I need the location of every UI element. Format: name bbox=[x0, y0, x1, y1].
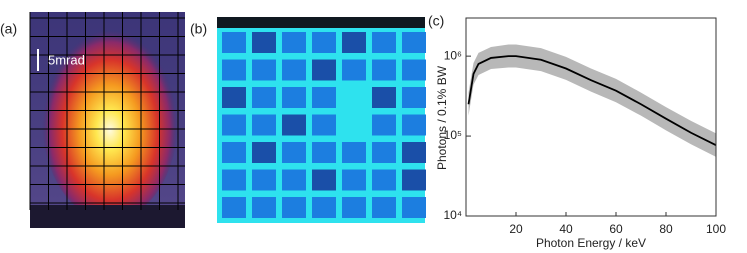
square bbox=[372, 114, 396, 136]
square bbox=[342, 169, 366, 191]
square bbox=[372, 59, 396, 81]
square bbox=[222, 169, 246, 191]
image-shadow bbox=[30, 205, 185, 228]
image-edge bbox=[217, 17, 425, 28]
scale-label: 5mrad bbox=[48, 52, 85, 67]
panel-a: 5mrad (a) bbox=[0, 12, 185, 228]
spectrum-line bbox=[467, 55, 717, 146]
square bbox=[252, 87, 276, 108]
square bbox=[312, 59, 336, 81]
square bbox=[282, 32, 306, 53]
square bbox=[312, 32, 336, 53]
y-axis-label: Photons / 0.1% BW bbox=[435, 65, 449, 170]
square bbox=[222, 114, 246, 136]
panel-label: (c) bbox=[428, 13, 444, 29]
square bbox=[252, 197, 276, 218]
square bbox=[282, 169, 306, 191]
square bbox=[252, 59, 276, 81]
panel-label: (a) bbox=[0, 21, 17, 37]
square bbox=[372, 142, 396, 163]
x-tick-label: 60 bbox=[609, 222, 623, 236]
y-tick-label: 10⁶ bbox=[444, 48, 462, 62]
square bbox=[282, 142, 306, 163]
square-pattern bbox=[222, 32, 426, 218]
square bbox=[402, 32, 426, 53]
x-tick-label: 40 bbox=[559, 222, 573, 236]
square bbox=[372, 169, 396, 191]
x-axis-label: Photon Energy / keV bbox=[536, 236, 646, 250]
square bbox=[312, 142, 336, 163]
panel-label: (b) bbox=[190, 21, 207, 37]
x-tick-label: 80 bbox=[659, 222, 673, 236]
square bbox=[312, 114, 336, 136]
uncertainty-band bbox=[468, 44, 716, 157]
square bbox=[342, 32, 366, 53]
square bbox=[312, 197, 336, 218]
plot-frame bbox=[465, 17, 717, 217]
square bbox=[342, 197, 366, 218]
square bbox=[402, 59, 426, 81]
x-tick-label: 20 bbox=[509, 222, 523, 236]
square bbox=[252, 114, 276, 136]
panel-b: (b) bbox=[190, 17, 426, 223]
square bbox=[282, 87, 306, 108]
square bbox=[402, 169, 426, 191]
square bbox=[312, 87, 336, 108]
square bbox=[372, 32, 396, 53]
y-tick-label: 10⁴ bbox=[443, 208, 462, 222]
square bbox=[402, 114, 426, 136]
square bbox=[342, 59, 366, 81]
square bbox=[372, 197, 396, 218]
square bbox=[222, 32, 246, 53]
square bbox=[372, 87, 396, 108]
x-tick-label: 100 bbox=[706, 222, 726, 236]
square bbox=[282, 59, 306, 81]
square bbox=[252, 169, 276, 191]
image-grid bbox=[29, 12, 185, 210]
square bbox=[312, 169, 336, 191]
square bbox=[252, 32, 276, 53]
y-tick-label: 10⁵ bbox=[444, 128, 462, 142]
square bbox=[222, 59, 246, 81]
square bbox=[342, 142, 366, 163]
beam-spot bbox=[42, 20, 178, 220]
square bbox=[402, 197, 426, 218]
square bbox=[222, 197, 246, 218]
square bbox=[282, 114, 306, 136]
square bbox=[402, 87, 426, 108]
square bbox=[402, 142, 426, 163]
square bbox=[222, 142, 246, 163]
square bbox=[282, 197, 306, 218]
square bbox=[252, 142, 276, 163]
square bbox=[222, 87, 246, 108]
chart: (c) Photon Energy / keV Photons / 0.1% B… bbox=[428, 13, 726, 250]
